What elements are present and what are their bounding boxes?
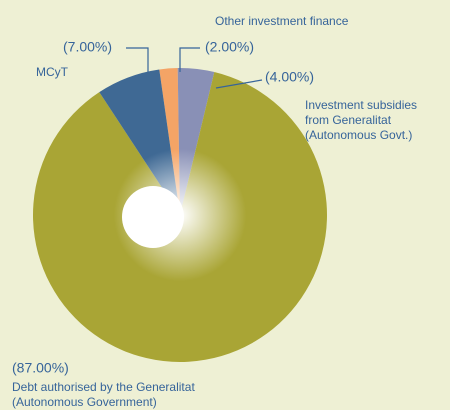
value-label: (87.00%) (12, 360, 69, 376)
donut-hole (122, 186, 184, 248)
leader-line (126, 47, 149, 72)
category-label: Investment subsidies (305, 98, 417, 112)
wedge (177, 68, 215, 215)
category-label: Other investment finance (215, 14, 349, 28)
category-label: Debt authorised by the Generalitat (12, 380, 195, 394)
wedge (99, 69, 180, 215)
value-label: (2.00%) (205, 39, 254, 55)
category-label: (Autonomous Government) (12, 395, 157, 409)
category-label: MCyT (36, 65, 69, 79)
labels: (2.00%) Other investment finance (4.00%) In… (12, 14, 417, 409)
leader-line (179, 47, 200, 72)
value-label: (4.00%) (265, 69, 314, 85)
category-label: (Autonomous Govt.) (305, 128, 412, 142)
leader-line (215, 79, 263, 89)
wedge (159, 68, 180, 216)
value-label: (7.00%) (63, 39, 112, 55)
category-label: from Generalitat (305, 113, 392, 127)
